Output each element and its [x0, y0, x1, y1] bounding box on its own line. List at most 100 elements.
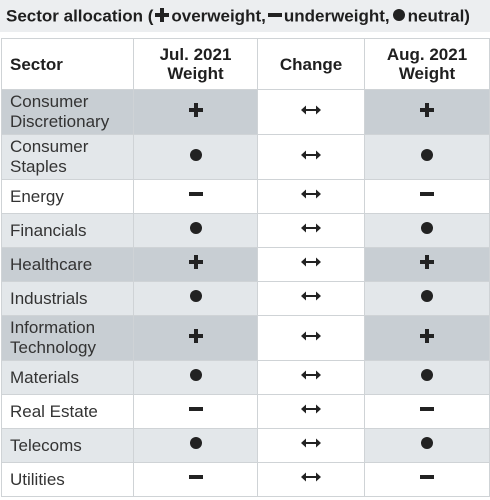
- double-arrow-icon: [301, 148, 321, 166]
- sector-name-line1: Energy: [10, 186, 64, 206]
- double-arrow-icon: [301, 289, 321, 307]
- minus-icon: [420, 470, 434, 489]
- dot-icon: [189, 289, 203, 308]
- plus-icon: [155, 1, 170, 32]
- sector-name-line1: Financials: [10, 220, 87, 240]
- double-arrow-icon: [301, 103, 321, 121]
- table-row: Consumer Staples: [1, 134, 490, 180]
- aug-weight-cell: [364, 213, 490, 248]
- change-cell: [257, 247, 365, 282]
- plus-icon: [420, 328, 434, 348]
- sector-name-line1: Consumer: [10, 137, 89, 156]
- minus-icon: [267, 1, 282, 32]
- aug-weight-cell: [364, 281, 490, 316]
- title-prefix: Sector allocation (: [6, 6, 154, 26]
- title-overweight: overweight,: [171, 6, 266, 26]
- aug-weight-cell: [364, 394, 490, 429]
- table-row: Telecoms: [1, 428, 490, 463]
- dot-icon: [189, 368, 203, 387]
- title-neutral: neutral): [407, 6, 470, 26]
- header-row: Sector Jul. 2021 Weight Change Aug. 2021…: [1, 38, 490, 90]
- minus-icon: [188, 470, 203, 489]
- table-row: Consumer Discretionary: [1, 89, 490, 135]
- sector-name: Energy: [1, 179, 134, 214]
- jul-weight-cell: [133, 428, 258, 463]
- aug-weight-cell: [364, 315, 490, 361]
- header-aug-line2: Weight: [398, 64, 456, 83]
- sector-name-line2: Staples: [10, 157, 67, 176]
- double-arrow-icon: [301, 402, 321, 420]
- sector-name: Materials: [1, 360, 134, 395]
- dot-icon: [392, 1, 406, 32]
- change-cell: [257, 428, 365, 463]
- double-arrow-icon: [301, 470, 321, 488]
- jul-weight-cell: [133, 281, 258, 316]
- dot-icon: [420, 221, 434, 240]
- sector-name-line2: Discretionary: [10, 112, 110, 131]
- table-row: Information Technology: [1, 315, 490, 361]
- minus-icon: [420, 402, 434, 421]
- table-row: Utilities: [1, 462, 490, 497]
- sector-name-line1: Real Estate: [10, 401, 98, 421]
- table-row: Energy: [1, 179, 490, 214]
- sector-name-line1: Information: [10, 318, 96, 337]
- jul-weight-cell: [133, 247, 258, 282]
- jul-weight-cell: [133, 315, 258, 361]
- double-arrow-icon: [301, 368, 321, 386]
- dot-icon: [420, 148, 434, 167]
- header-jul-line2: Weight: [167, 64, 224, 83]
- plus-icon: [188, 255, 203, 274]
- change-cell: [257, 89, 365, 135]
- change-cell: [257, 315, 365, 361]
- aug-weight-cell: [364, 428, 490, 463]
- double-arrow-icon: [301, 255, 321, 273]
- title-underweight: underweight,: [283, 6, 390, 26]
- jul-weight-cell: [133, 360, 258, 395]
- aug-weight-cell: [364, 360, 490, 395]
- header-jul: Jul. 2021 Weight: [133, 38, 258, 90]
- sector-name: Healthcare: [1, 247, 134, 282]
- dot-icon: [189, 436, 203, 455]
- change-cell: [257, 179, 365, 214]
- aug-weight-cell: [364, 462, 490, 497]
- dot-icon: [189, 148, 203, 167]
- sector-name-line1: Utilities: [10, 469, 65, 489]
- header-sector: Sector: [1, 38, 134, 90]
- dot-icon: [420, 368, 434, 387]
- jul-weight-cell: [133, 213, 258, 248]
- change-cell: [257, 394, 365, 429]
- jul-weight-cell: [133, 462, 258, 497]
- sector-name: Telecoms: [1, 428, 134, 463]
- sector-name-line1: Materials: [10, 367, 79, 387]
- sector-allocation-table: Sector Jul. 2021 Weight Change Aug. 2021…: [1, 38, 490, 497]
- aug-weight-cell: [364, 134, 490, 180]
- sector-name-line1: Healthcare: [10, 254, 93, 274]
- jul-weight-cell: [133, 134, 258, 180]
- plus-icon: [420, 102, 434, 122]
- double-arrow-icon: [301, 221, 321, 239]
- header-aug-line1: Aug. 2021: [386, 45, 468, 64]
- sector-name: Real Estate: [1, 394, 134, 429]
- change-cell: [257, 281, 365, 316]
- header-jul-line1: Jul. 2021: [159, 45, 232, 64]
- header-aug: Aug. 2021 Weight: [364, 38, 490, 90]
- sector-name: Financials: [1, 213, 134, 248]
- change-cell: [257, 213, 365, 248]
- dot-icon: [189, 221, 203, 240]
- table-row: Financials: [1, 213, 490, 248]
- double-arrow-icon: [301, 329, 321, 347]
- table-row: Healthcare: [1, 247, 490, 282]
- dot-icon: [420, 436, 434, 455]
- sector-name: Consumer Staples: [1, 134, 134, 180]
- header-change: Change: [257, 38, 365, 90]
- table-row: Materials: [1, 360, 490, 395]
- chart-title: Sector allocation ( overweight, underweigh…: [0, 0, 490, 32]
- minus-icon: [420, 187, 434, 206]
- aug-weight-cell: [364, 89, 490, 135]
- aug-weight-cell: [364, 247, 490, 282]
- plus-icon: [188, 328, 203, 348]
- double-arrow-icon: [301, 436, 321, 454]
- jul-weight-cell: [133, 179, 258, 214]
- change-cell: [257, 462, 365, 497]
- change-cell: [257, 360, 365, 395]
